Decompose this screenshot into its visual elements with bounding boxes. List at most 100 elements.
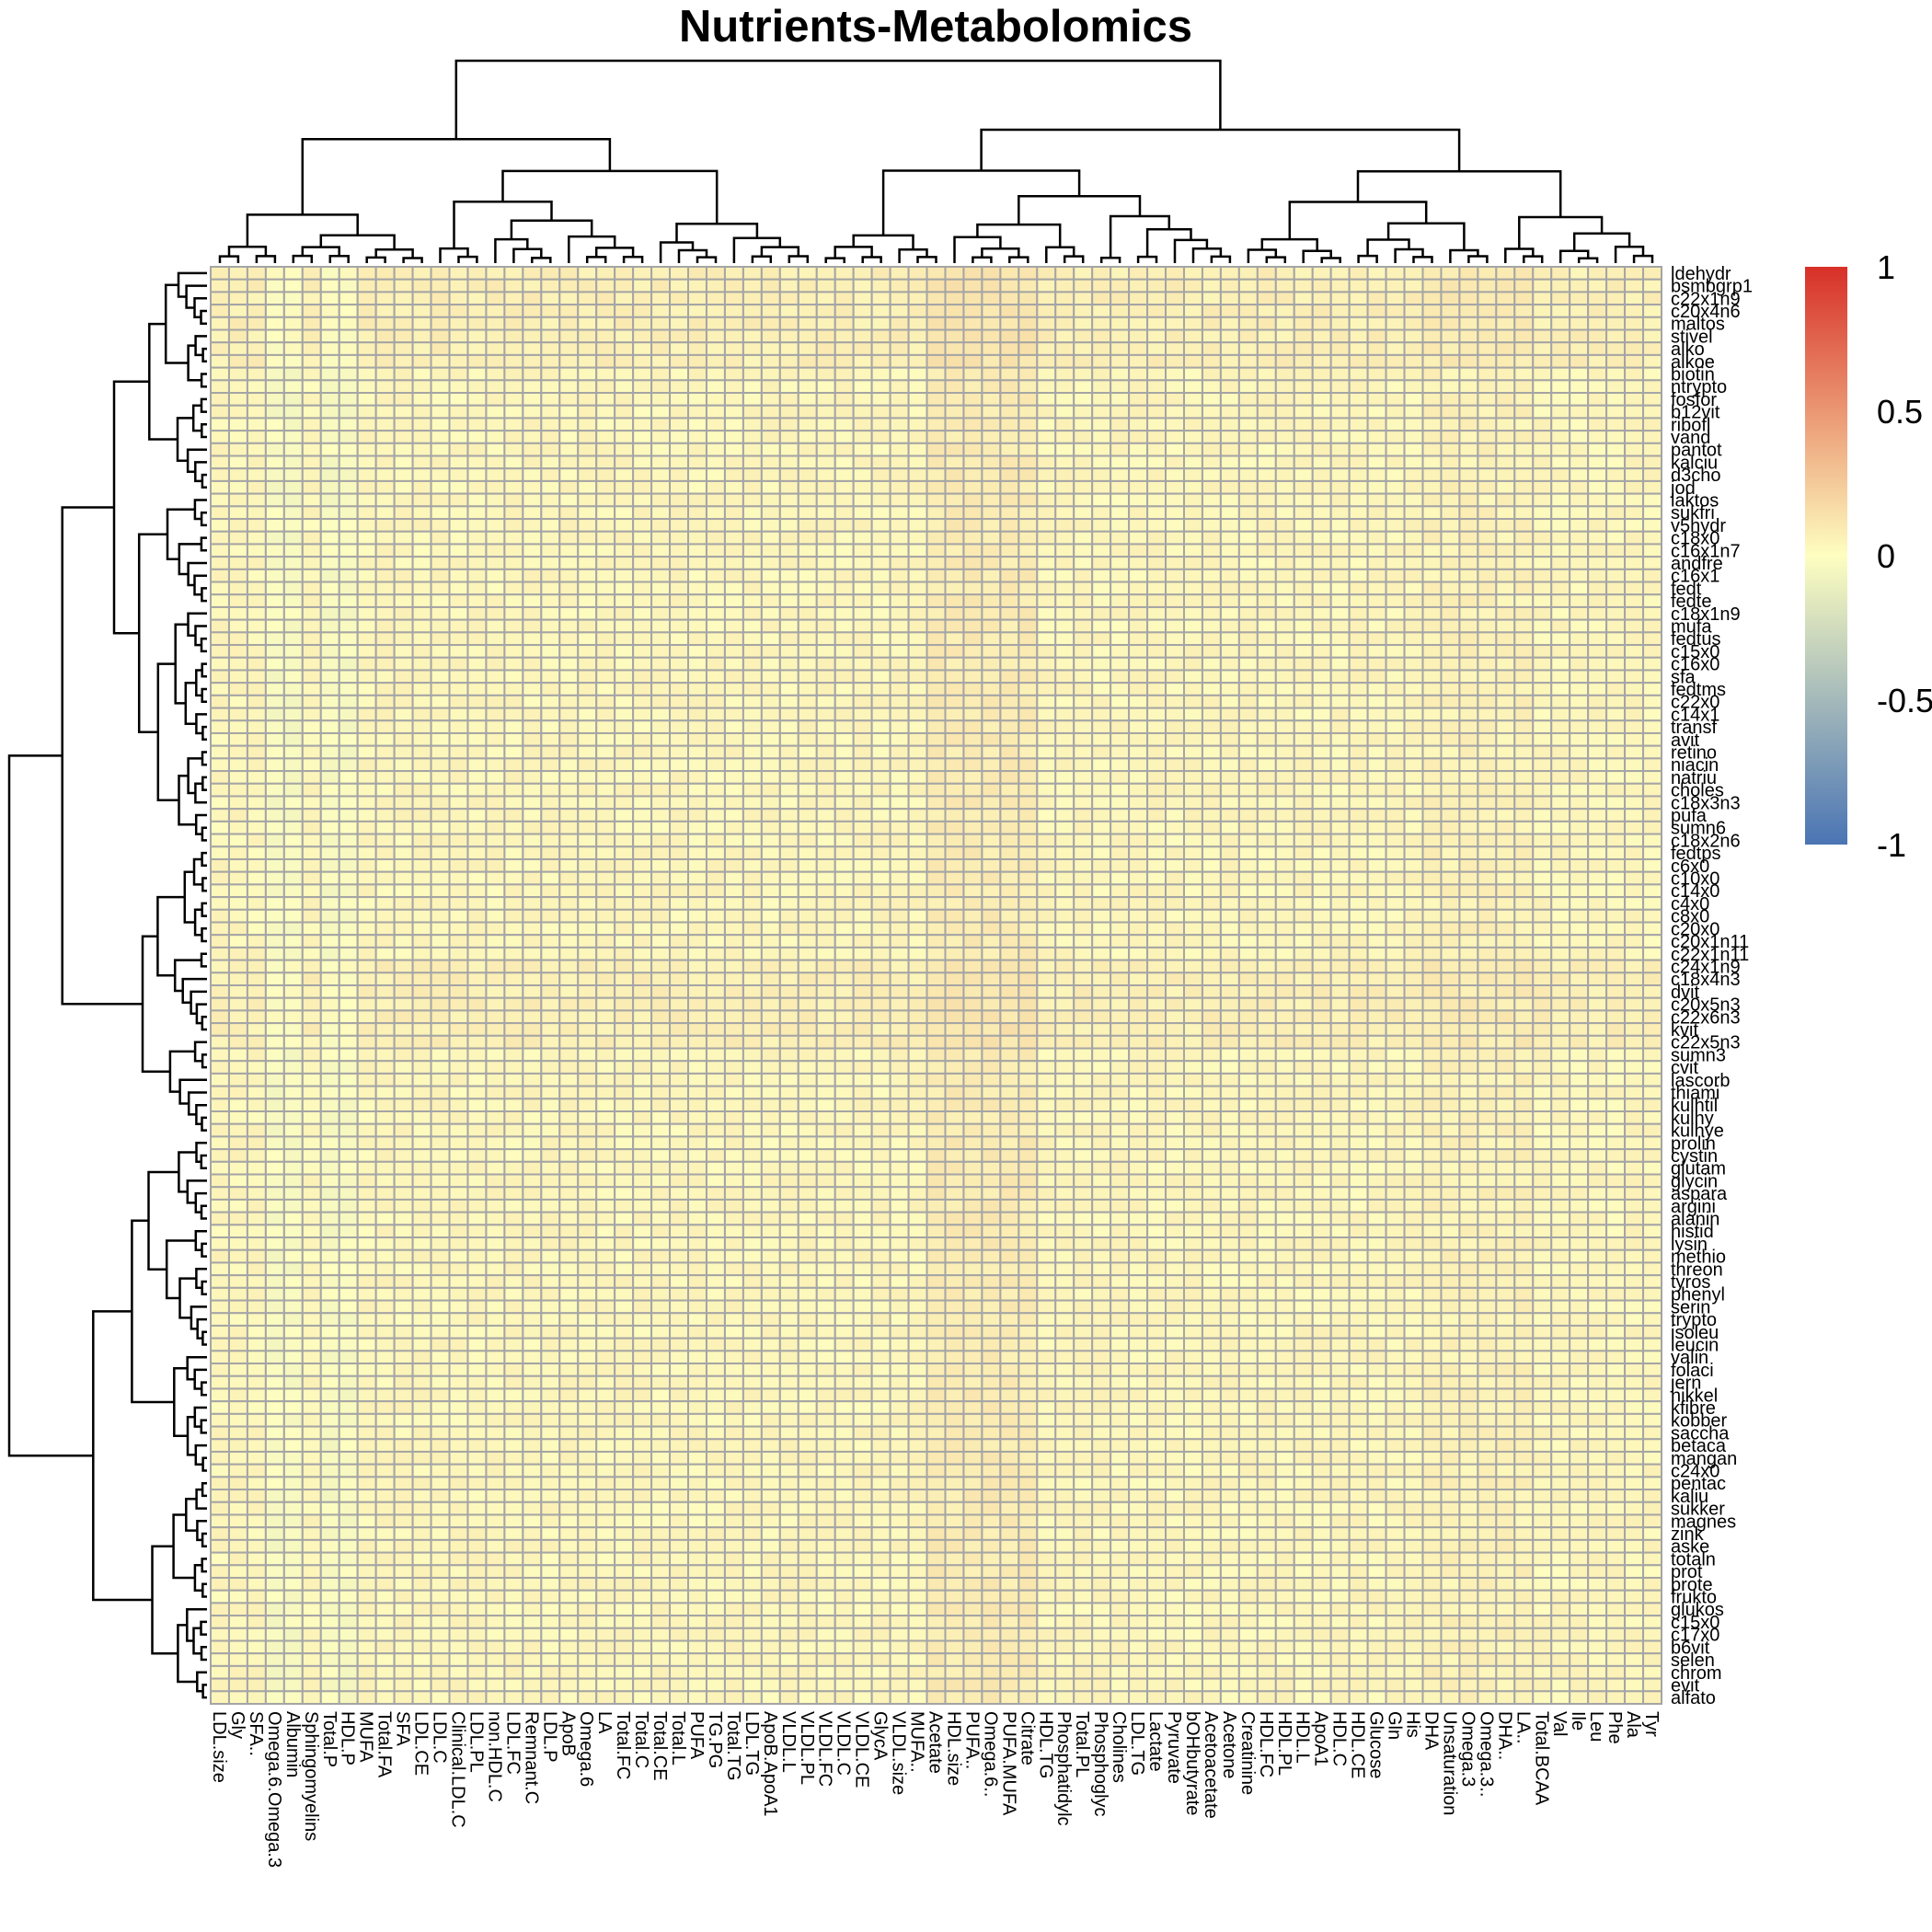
heatmap-cell (558, 770, 580, 785)
heatmap-cell (540, 883, 561, 899)
heatmap-cell (742, 291, 763, 306)
heatmap-cell (632, 1022, 653, 1037)
heatmap-cell (650, 908, 672, 924)
heatmap-cell (797, 808, 818, 822)
heatmap-cell (485, 492, 506, 508)
heatmap-cell (1110, 972, 1131, 987)
heatmap-cell (1605, 605, 1627, 621)
heatmap-cell (926, 467, 947, 482)
heatmap-cell (246, 341, 267, 356)
heatmap-cell (264, 304, 285, 318)
heatmap-cell (760, 883, 781, 899)
heatmap-cell (466, 744, 488, 760)
heatmap-cell (650, 1009, 672, 1025)
heatmap-cell (870, 908, 891, 924)
heatmap-cell (356, 278, 377, 293)
heatmap-cell (466, 492, 488, 508)
heatmap-cell (1605, 392, 1627, 407)
heatmap-cell (1293, 644, 1314, 659)
heatmap-cell (430, 757, 451, 773)
heatmap-cell (650, 505, 672, 521)
heatmap-cell (1624, 770, 1645, 785)
heatmap-cell (466, 631, 488, 647)
heatmap-cell (485, 631, 506, 647)
row-dendrogram-branch (186, 1607, 207, 1642)
heatmap-cell (1201, 518, 1222, 533)
heatmap-cell (723, 719, 744, 734)
heatmap-cell (540, 934, 561, 949)
heatmap-cell (870, 492, 891, 508)
heatmap-cell (705, 996, 726, 1012)
heatmap-cell (650, 316, 672, 331)
heatmap-cell (815, 996, 836, 1012)
heatmap-cell (466, 404, 488, 420)
heatmap-cell (1293, 946, 1314, 961)
heatmap-cell (1605, 518, 1627, 533)
heatmap-cell (687, 669, 707, 684)
heatmap-cell (632, 795, 653, 811)
heatmap-cell (1237, 744, 1259, 760)
heatmap-cell (797, 618, 818, 634)
heatmap-cell (1329, 304, 1351, 318)
heatmap-cell (1440, 984, 1461, 999)
heatmap-cell (1091, 870, 1112, 886)
heatmap-cell (246, 454, 267, 470)
heatmap-cell (1256, 820, 1277, 835)
heatmap-cell (944, 934, 965, 949)
heatmap-cell (1366, 492, 1387, 508)
heatmap-cell (705, 959, 726, 974)
heatmap-cell (650, 934, 672, 949)
heatmap-cell (797, 278, 818, 293)
heatmap-cell (742, 492, 763, 508)
heatmap-cell (1237, 782, 1259, 798)
heatmap-cell (393, 757, 414, 773)
heatmap-cell (1073, 366, 1094, 382)
heatmap-cell (1256, 782, 1277, 798)
heatmap-cell (1311, 921, 1332, 937)
heatmap-cell (1385, 959, 1406, 974)
heatmap-cell (1293, 1022, 1314, 1037)
heatmap-cell (1513, 479, 1535, 495)
heatmap-cell (1605, 644, 1627, 659)
heatmap-cell (338, 820, 359, 835)
heatmap-cell (815, 644, 836, 659)
heatmap-cell (870, 593, 891, 608)
heatmap-cell (1201, 266, 1222, 281)
heatmap-cell (522, 316, 543, 331)
heatmap-cell (503, 618, 524, 634)
heatmap-cell (723, 934, 744, 949)
heatmap-cell (926, 392, 947, 407)
heatmap-cell (1440, 505, 1461, 521)
heatmap-cell (852, 1009, 873, 1025)
heatmap-cell (356, 266, 377, 281)
heatmap-cell (1642, 605, 1663, 621)
heatmap-cell (282, 492, 304, 508)
row-dendrogram-branch (201, 776, 207, 791)
heatmap-cell (1421, 404, 1443, 420)
heatmap-cell (1274, 908, 1295, 924)
heatmap-cell (1477, 404, 1498, 420)
heatmap-cell (1219, 694, 1240, 709)
heatmap-cell (870, 795, 891, 811)
heatmap-cell (1458, 417, 1479, 432)
heatmap-cell (522, 644, 543, 659)
heatmap-cell (1146, 770, 1167, 785)
heatmap-cell (466, 694, 488, 709)
row-dendrogram (7, 271, 207, 1699)
heatmap-cell (999, 972, 1020, 987)
heatmap-cell (374, 605, 396, 621)
heatmap-cell (742, 707, 763, 722)
heatmap-cell (981, 770, 1002, 785)
heatmap-cell (1110, 631, 1131, 647)
heatmap-cell (227, 530, 248, 546)
heatmap-cell (246, 543, 267, 558)
heatmap-cell (687, 744, 707, 760)
heatmap-cell (1036, 669, 1057, 684)
heatmap-cell (870, 707, 891, 722)
heatmap-cell (448, 682, 469, 696)
heatmap-cell (981, 341, 1002, 356)
heatmap-cell (1624, 353, 1645, 369)
heatmap-cell (503, 442, 524, 457)
row-dendrogram-branch (190, 990, 207, 1016)
heatmap-cell (1201, 404, 1222, 420)
